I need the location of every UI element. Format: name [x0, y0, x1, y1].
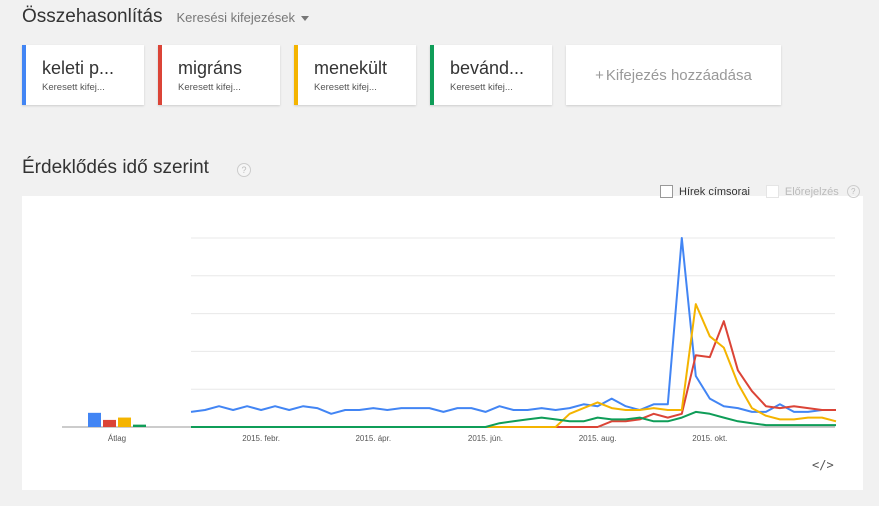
term-card-2[interactable]: migráns Keresett kifej... [158, 45, 280, 105]
embed-code-icon[interactable]: </> [812, 458, 834, 472]
page-title: Összehasonlítás [22, 6, 163, 27]
add-term-label: Kifejezés hozzáadása [605, 66, 752, 84]
search-type-dropdown[interactable]: Keresési kifejezések [176, 10, 309, 25]
help-icon[interactable]: ? [237, 163, 251, 177]
plus-icon: + [595, 66, 604, 84]
term-color-bar [294, 45, 298, 105]
term-cards: keleti p... Keresett kifej... migráns Ke… [22, 45, 781, 105]
term-name: keleti p... [42, 58, 115, 78]
term-color-bar [430, 45, 434, 105]
forecast-checkbox[interactable] [765, 185, 779, 198]
term-name: bevánd... [450, 58, 525, 78]
term-color-bar [22, 45, 26, 105]
section-title: Érdeklődés idő szerint [22, 157, 209, 178]
term-subtitle: Keresett kifej... [450, 82, 513, 93]
forecast-help-icon[interactable]: ? [846, 185, 860, 198]
chevron-down-icon [300, 16, 309, 21]
header: Összehasonlítás Keresési kifejezések [22, 6, 309, 28]
term-subtitle: Keresett kifej... [42, 82, 105, 93]
add-term-button[interactable]: + Kifejezés hozzáadása [566, 45, 781, 105]
term-name: migráns [178, 58, 243, 78]
term-subtitle: Keresett kifej... [314, 82, 377, 93]
term-card-1[interactable]: keleti p... Keresett kifej... [22, 45, 144, 105]
headlines-label[interactable]: Hírek címsorai [679, 185, 750, 198]
term-color-bar [158, 45, 162, 105]
headlines-checkbox[interactable] [660, 185, 673, 198]
search-type-label: Keresési kifejezések [176, 10, 295, 25]
term-name: menekült [314, 58, 388, 78]
term-card-3[interactable]: menekült Keresett kifej... [294, 45, 416, 105]
term-subtitle: Keresett kifej... [178, 82, 241, 93]
chart-panel [22, 196, 863, 490]
forecast-label[interactable]: Előrejelzés [784, 185, 839, 198]
chart-options: Hírek címsorai Előrejelzés ? [660, 185, 860, 198]
term-card-4[interactable]: bevánd... Keresett kifej... [430, 45, 552, 105]
